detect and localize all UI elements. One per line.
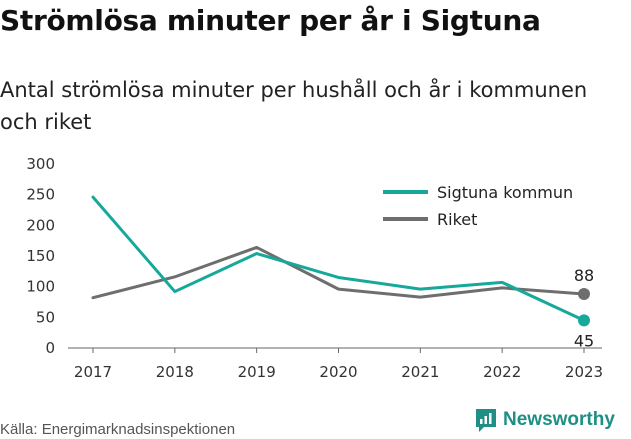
x-tick-label: 2022 <box>483 363 521 381</box>
y-tick-label: 100 <box>26 278 55 296</box>
x-tick-label: 2021 <box>401 363 439 381</box>
legend-box <box>372 176 604 238</box>
y-tick-label: 150 <box>26 247 55 265</box>
line-chart: 0 50 100 150 200 250 300 2017 2018 2019 2020 2021 20… <box>26 155 604 381</box>
x-tick-label: 2023 <box>565 363 603 381</box>
x-tick-label: 2017 <box>74 363 112 381</box>
brand[interactable]: Newsworthy <box>474 407 615 433</box>
y-tick-label: 200 <box>26 216 55 234</box>
y-tick-label: 250 <box>26 186 55 204</box>
end-value-label: 88 <box>574 266 594 285</box>
series-line <box>91 195 586 322</box>
chart-title: Strömlösa minuter per år i Sigtuna <box>0 4 541 37</box>
x-tick-label: 2018 <box>156 363 194 381</box>
legend-label: Riket <box>437 210 477 229</box>
source-note: Källa: Energimarknadsinspektionen <box>0 421 236 438</box>
series-end-point <box>578 288 590 301</box>
legend-label: Sigtuna kommun <box>437 183 573 202</box>
brand-name: Newsworthy <box>503 409 615 430</box>
chart-subtitle: Antal strömlösa minuter per hushåll och … <box>0 78 588 134</box>
y-tick-label: 0 <box>45 339 55 357</box>
y-tick-label: 50 <box>36 308 55 326</box>
newsworthy-logo-icon <box>476 409 496 432</box>
end-value-label: 45 <box>574 331 594 350</box>
x-tick-label: 2020 <box>319 363 357 381</box>
series-line <box>91 245 586 300</box>
y-tick-label: 300 <box>26 155 55 173</box>
series-end-point <box>578 314 590 327</box>
x-tick-label: 2019 <box>238 363 276 381</box>
